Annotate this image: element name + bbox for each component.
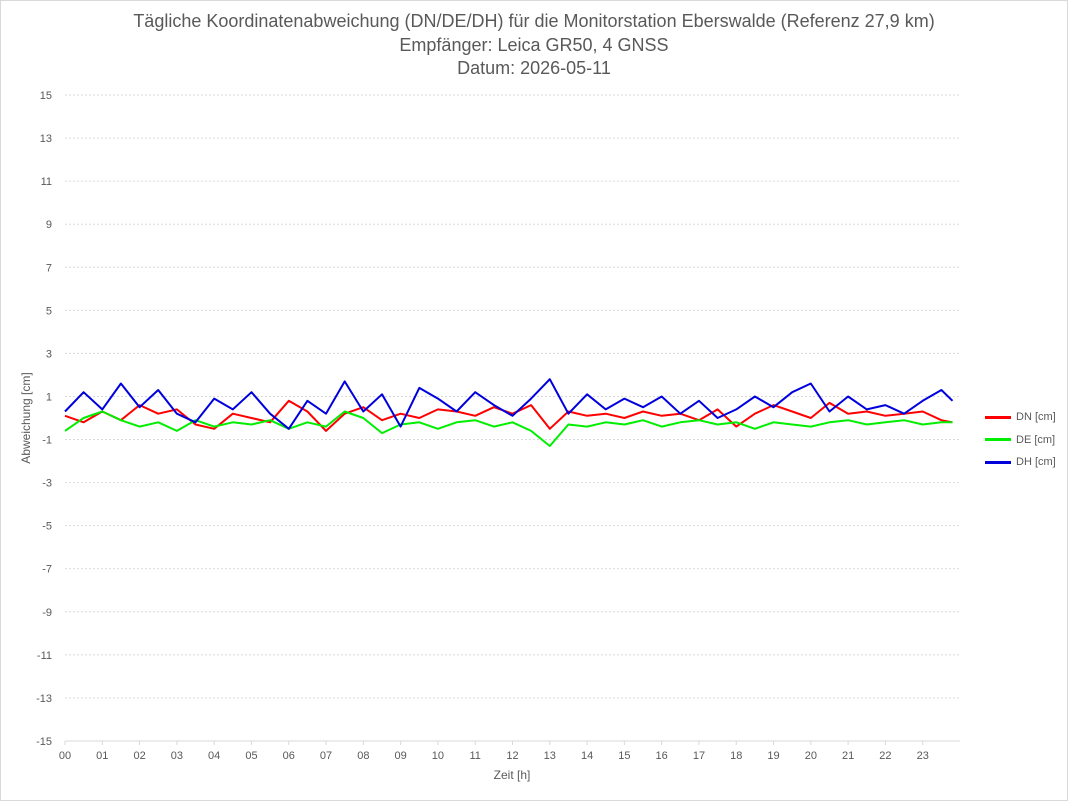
x-tick-label: 05 (245, 750, 257, 762)
x-tick-label: 20 (805, 750, 817, 762)
x-tick-label: 08 (357, 750, 369, 762)
y-tick-label: -15 (36, 736, 52, 748)
y-tick-label: 11 (41, 176, 52, 188)
chart-subtitle: Empfänger: Leica GR50, 4 GNSS (399, 35, 669, 55)
legend-swatch (985, 415, 1011, 419)
x-tick-label: 07 (320, 750, 332, 762)
legend-item-dh: DH [cm] (985, 451, 1056, 474)
x-tick-label: 13 (544, 750, 556, 762)
chart-title: Tägliche Koordinatenabweichung (DN/DE/DH… (133, 11, 935, 31)
x-tick-label: 04 (208, 750, 220, 762)
x-tick-label: 11 (469, 750, 480, 762)
legend-swatch (985, 438, 1011, 442)
x-tick-label: 17 (693, 750, 705, 762)
x-tick-label: 14 (581, 750, 593, 762)
series-line-dn (64, 399, 953, 432)
series-line-dh (64, 378, 954, 430)
y-tick-label: -3 (42, 478, 52, 490)
x-tick-label: 10 (432, 750, 444, 762)
x-tick-label: 18 (730, 750, 742, 762)
x-tick-label: 00 (59, 750, 71, 762)
y-tick-label: 13 (40, 133, 52, 145)
legend-label: DH [cm] (1016, 456, 1056, 469)
x-tick-label: 01 (96, 750, 108, 762)
x-tick-label: 09 (395, 750, 407, 762)
x-tick-label: 02 (133, 750, 145, 762)
x-tick-label: 16 (656, 750, 668, 762)
y-tick-label: 9 (46, 219, 52, 231)
legend-swatch (985, 460, 1011, 464)
y-tick-label: 1 (46, 391, 52, 403)
x-tick-label: 23 (917, 750, 929, 762)
chart-legend: DN [cm] DE [cm] DH [cm] (985, 406, 1056, 474)
legend-label: DN [cm] (1016, 411, 1056, 424)
y-tick-label: 5 (46, 305, 52, 317)
x-axis-title: Zeit [h] (494, 768, 531, 782)
x-tick-label: 19 (767, 750, 779, 762)
y-tick-label: 15 (40, 90, 52, 102)
x-tick-label: 03 (171, 750, 183, 762)
y-tick-label: 7 (46, 262, 52, 274)
y-tick-label: -13 (36, 693, 52, 705)
x-tick-label: 06 (283, 750, 295, 762)
y-tick-label: -7 (42, 564, 52, 576)
legend-item-dn: DN [cm] (985, 406, 1056, 429)
x-tick-label: 12 (506, 750, 518, 762)
legend-label: DE [cm] (1016, 433, 1056, 446)
legend-item-de: DE [cm] (985, 429, 1056, 452)
x-tick-label: 21 (842, 750, 854, 762)
y-axis-title: Abweichung [cm] (19, 372, 33, 463)
chart-date: Datum: 2026-05-11 (457, 58, 611, 78)
y-tick-label: -11 (37, 650, 52, 662)
y-tick-label: 3 (46, 348, 52, 360)
y-tick-label: -5 (42, 521, 52, 533)
y-tick-label: -1 (42, 435, 52, 447)
y-tick-label: -9 (42, 607, 52, 619)
x-tick-label: 15 (618, 750, 630, 762)
x-tick-label: 22 (879, 750, 891, 762)
series-line-de (64, 410, 953, 447)
